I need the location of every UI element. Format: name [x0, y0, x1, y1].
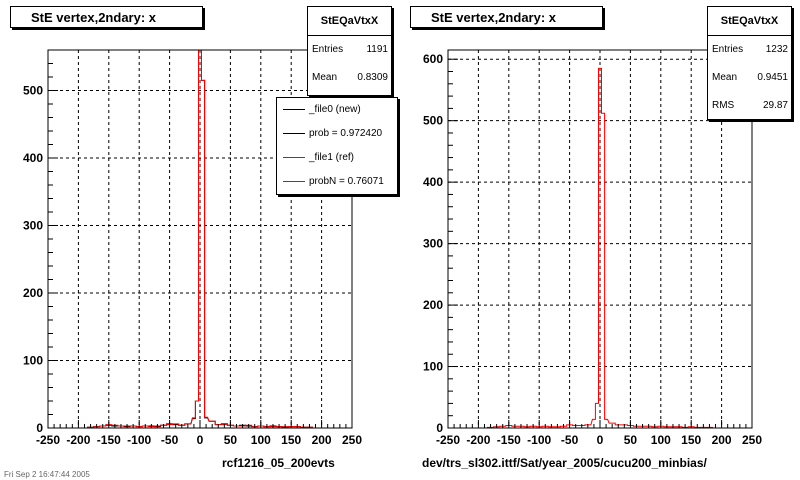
x-tick-label: 100 — [651, 433, 671, 447]
left-subtitle: rcf1216_05_200evts — [222, 456, 335, 470]
left-stats-entries-label: Entries — [312, 44, 344, 55]
right-stats-entries-label: Entries — [712, 44, 744, 55]
y-tick-label: 0 — [36, 421, 43, 435]
y-tick-label: 500 — [423, 114, 443, 128]
right-plot-title: StE vertex,2ndary: x — [410, 6, 603, 28]
x-tick-label: 200 — [312, 433, 332, 447]
y-tick-label: 100 — [423, 360, 443, 374]
x-tick-label: 250 — [342, 433, 362, 447]
y-tick-label: 300 — [423, 237, 443, 251]
legend-label: _file0 (new) — [309, 104, 361, 115]
right-stats-row-rms: RMS 29.87 — [708, 92, 791, 119]
right-stats-mean-label: Mean — [712, 72, 738, 83]
legend-item-prob: prob = 0.972420 — [277, 122, 397, 146]
right-subtitle: dev/trs_sl302.ittf/Sat/year_2005/cucu200… — [422, 456, 707, 470]
x-tick-label: 150 — [681, 433, 701, 447]
y-tick-label: 100 — [23, 354, 43, 368]
right-stats-mean-value: 0.9451 — [757, 72, 788, 83]
y-tick-label: 200 — [423, 298, 443, 312]
x-tick-label: 100 — [251, 433, 271, 447]
legend-swatch-red — [283, 181, 305, 182]
right-histogram-plot: -250 -200 -150 -100 -50 0 50 100 150 200 250 0 100 20… — [423, 49, 762, 447]
left-stats-mean-value: 0.8309 — [357, 72, 388, 83]
x-tick-label: -100 — [527, 433, 551, 447]
right-stats-row-entries: Entries 1232 — [708, 36, 791, 64]
corner-timestamp: Fri Sep 2 16:47:44 2005 — [4, 470, 90, 479]
right-stats-row-mean: Mean 0.9451 — [708, 64, 791, 92]
right-stats-entries-value: 1232 — [765, 44, 788, 55]
right-stats-rms-label: RMS — [712, 100, 735, 111]
x-tick-label: -50 — [561, 433, 579, 447]
x-tick-label: -250 — [36, 433, 60, 447]
y-tick-label: 400 — [423, 175, 443, 189]
left-stats-entries-value: 1191 — [366, 44, 388, 55]
x-tick-label: -250 — [436, 433, 460, 447]
x-tick-label: 50 — [624, 433, 638, 447]
x-tick-label: 50 — [224, 433, 238, 447]
left-plot-title: StE vertex,2ndary: x — [10, 6, 203, 28]
y-tick-label: 600 — [423, 52, 443, 66]
left-stats-mean-label: Mean — [312, 72, 338, 83]
x-tick-label: 150 — [281, 433, 301, 447]
y-tick-label: 500 — [23, 84, 43, 98]
legend-item-probN: probN = 0.76071 — [277, 170, 397, 194]
x-tick-label: -200 — [66, 433, 90, 447]
left-stats-row-entries: Entries 1191 — [308, 36, 391, 64]
legend-swatch-black — [283, 109, 305, 110]
x-tick-label: 0 — [197, 433, 204, 447]
legend-label: probN = 0.76071 — [309, 176, 384, 187]
legend-label: _file1 (ref) — [309, 152, 355, 163]
left-stats-name: StEQaVtxX — [308, 7, 391, 36]
legend-swatch-black — [283, 133, 305, 134]
y-tick-label: 0 — [436, 421, 443, 435]
x-tick-label: -150 — [97, 433, 121, 447]
y-tick-label: 400 — [23, 151, 43, 165]
x-tick-label: -150 — [497, 433, 521, 447]
x-tick-label: 0 — [597, 433, 604, 447]
left-stats-row-mean: Mean 0.8309 — [308, 64, 391, 92]
x-tick-label: -100 — [127, 433, 151, 447]
left-histogram-plot: -250 -200 -150 -100 -50 0 50 100 150 200 250 0 100 20… — [23, 49, 362, 447]
left-legend: _file0 (new) prob = 0.972420 _file1 (ref… — [276, 97, 398, 195]
left-plot-pane: -250 -200 -150 -100 -50 0 50 100 150 200 250 0 100 20… — [10, 6, 398, 470]
right-stats-box: StEQaVtxX Entries 1232 Mean 0.9451 RMS 2… — [707, 6, 792, 120]
legend-item-file1: _file1 (ref) — [277, 146, 397, 170]
y-tick-label: 200 — [23, 286, 43, 300]
right-stats-rms-value: 29.87 — [762, 100, 788, 111]
right-stats-name: StEQaVtxX — [708, 7, 791, 36]
x-tick-label: -200 — [466, 433, 490, 447]
right-plot-pane: -250 -200 -150 -100 -50 0 50 100 150 200 250 0 100 20… — [400, 0, 800, 480]
legend-item-file0: _file0 (new) — [277, 98, 397, 122]
legend-label: prob = 0.972420 — [309, 128, 383, 139]
y-tick-label: 300 — [23, 219, 43, 233]
left-stats-box: StEQaVtxX Entries 1191 Mean 0.8309 — [307, 6, 392, 96]
x-tick-label: -50 — [161, 433, 179, 447]
legend-swatch-red — [283, 157, 305, 158]
x-tick-label: 250 — [742, 433, 762, 447]
x-tick-label: 200 — [712, 433, 732, 447]
